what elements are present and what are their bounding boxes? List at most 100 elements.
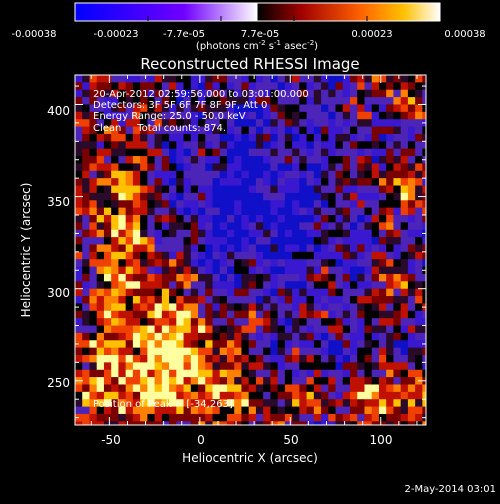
- heatmap-cell: [147, 111, 156, 120]
- heatmap-cell: [422, 355, 426, 363]
- heatmap-cell: [292, 82, 300, 91]
- heatmap-cell: [364, 244, 373, 253]
- heatmap-cell: [147, 406, 156, 415]
- heatmap-cell: [342, 97, 351, 106]
- heatmap-cell: [89, 111, 98, 120]
- heatmap-cell: [284, 185, 293, 194]
- heatmap-cell: [125, 347, 134, 356]
- heatmap-cell: [313, 200, 322, 209]
- heatmap-cell: [277, 192, 286, 201]
- heatmap-cell: [161, 111, 170, 120]
- heatmap-cell: [306, 347, 315, 356]
- heatmap-cell: [371, 296, 380, 305]
- heatmap-cell: [111, 215, 120, 223]
- heatmap-cell: [328, 89, 337, 98]
- heatmap-cell: [103, 244, 112, 253]
- heatmap-cell: [96, 200, 105, 209]
- heatmap-cell: [263, 384, 271, 393]
- heatmap-cell: [357, 119, 366, 128]
- heatmap-cell: [393, 156, 402, 165]
- heatmap-cell: [82, 413, 91, 422]
- heatmap-cell: [176, 369, 185, 378]
- footer-date: 2-May-2014 03:01: [404, 484, 496, 495]
- heatmap-cell: [378, 325, 387, 334]
- heatmap-cell: [313, 266, 322, 275]
- x-axis-label: Heliocentric X (arcsec): [182, 451, 318, 465]
- heatmap-cell: [169, 281, 177, 290]
- heatmap-cell: [183, 215, 192, 223]
- heatmap-cell: [198, 178, 206, 187]
- heatmap-cell: [176, 296, 185, 305]
- heatmap-cell: [350, 163, 358, 172]
- heatmap-cell: [234, 303, 243, 312]
- heatmap-cell: [125, 104, 134, 113]
- heatmap-cell: [321, 406, 329, 415]
- heatmap-cell: [226, 391, 235, 400]
- heatmap-cell: [248, 384, 257, 393]
- heatmap-cell: [75, 244, 83, 253]
- heatmap-cell: [313, 156, 322, 165]
- heatmap-cell: [198, 156, 206, 165]
- heatmap-cell: [255, 318, 264, 327]
- heatmap-cell: [96, 413, 105, 422]
- heatmap-cell: [321, 111, 329, 120]
- heatmap-cell: [342, 126, 351, 135]
- heatmap-cell: [415, 163, 423, 172]
- heatmap-cell: [393, 104, 402, 113]
- heatmap-cell: [161, 156, 170, 165]
- heatmap-cell: [299, 170, 308, 179]
- heatmap-cell: [118, 111, 127, 120]
- chart-title: Reconstructed RHESSI Image: [140, 55, 359, 73]
- heatmap-cell: [89, 141, 98, 150]
- heatmap-cell: [407, 222, 416, 231]
- heatmap-cell: [335, 391, 344, 400]
- heatmap-cell: [270, 75, 279, 83]
- y-tick-label: 350: [47, 195, 70, 209]
- heatmap-cell: [75, 237, 83, 246]
- heatmap-cell: [147, 133, 156, 142]
- heatmap-cell: [284, 75, 293, 83]
- heatmap-cell: [284, 266, 293, 275]
- heatmap-cell: [299, 222, 308, 231]
- heatmap-cell: [357, 340, 366, 349]
- heatmap-cell: [241, 141, 250, 150]
- heatmap-cell: [335, 340, 344, 349]
- heatmap-cell: [226, 259, 235, 268]
- heatmap-cell: [219, 296, 228, 305]
- heatmap-cell: [219, 325, 228, 334]
- heatmap-cell: [190, 215, 199, 223]
- heatmap-cell: [277, 200, 286, 209]
- heatmap-cell: [125, 170, 134, 179]
- heatmap-cell: [147, 75, 156, 83]
- heatmap-cell: [96, 82, 105, 91]
- heatmap-cell: [176, 141, 185, 150]
- heatmap-cell: [75, 332, 83, 341]
- heatmap-cell: [292, 133, 300, 142]
- heatmap-cell: [255, 347, 264, 356]
- heatmap-cell: [132, 369, 141, 378]
- heatmap-cell: [241, 148, 250, 157]
- heatmap-cell: [241, 178, 250, 187]
- heatmap-cell: [364, 310, 373, 319]
- heatmap-cell: [386, 413, 395, 422]
- heatmap-cell: [263, 75, 271, 83]
- heatmap-cell: [292, 369, 300, 378]
- heatmap-cell: [140, 251, 148, 260]
- heatmap-cell: [378, 266, 387, 275]
- heatmap-cell: [328, 391, 337, 400]
- heatmap-cell: [212, 215, 221, 223]
- heatmap-cell: [132, 141, 141, 150]
- heatmap-cell: [154, 310, 163, 319]
- heatmap-cell: [103, 288, 112, 297]
- heatmap-cell: [393, 399, 402, 408]
- heatmap-cell: [393, 119, 402, 128]
- heatmap-cell: [321, 170, 329, 179]
- heatmap-cell: [357, 362, 366, 371]
- heatmap-cell: [415, 97, 423, 106]
- heatmap-cell: [226, 413, 235, 422]
- heatmap-cell: [96, 156, 105, 165]
- heatmap-cell: [299, 377, 308, 386]
- heatmap-cell: [219, 369, 228, 378]
- heatmap-cell: [75, 355, 83, 363]
- heatmap-cell: [190, 259, 199, 268]
